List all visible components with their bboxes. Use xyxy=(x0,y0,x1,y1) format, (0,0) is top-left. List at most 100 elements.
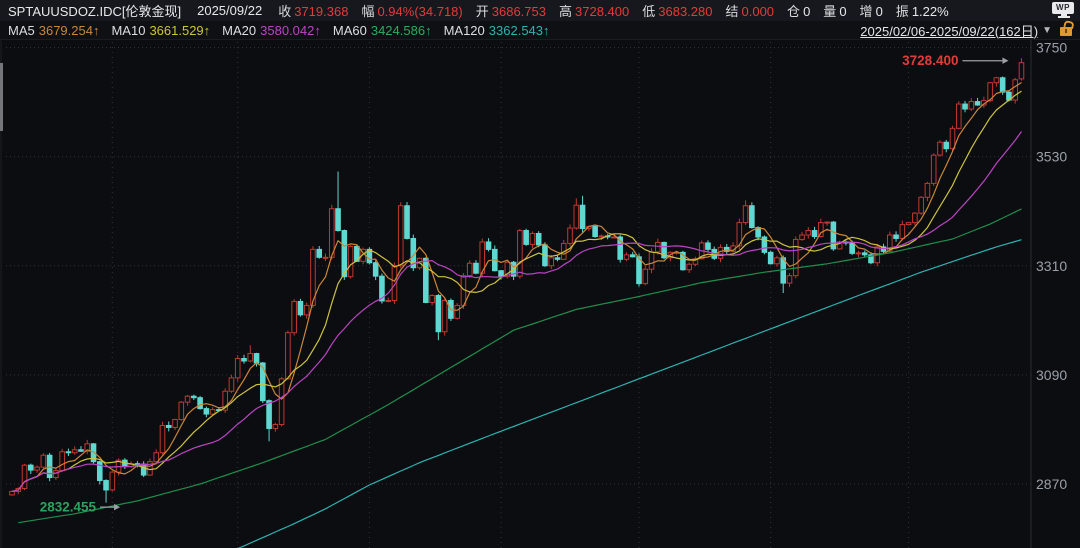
app-monitor-icon[interactable]: WP xyxy=(1052,2,1076,20)
ma-legend-items: MA5 3679.254↑ MA10 3661.529↑ MA20 3580.042↑ MA… xyxy=(8,23,562,38)
field-label: 仓 xyxy=(787,4,801,19)
ma-legend-MA10: MA10 3661.529↑ xyxy=(111,23,210,38)
candle xyxy=(278,378,285,425)
candle xyxy=(623,254,630,260)
candle xyxy=(999,77,1006,93)
candle xyxy=(567,227,573,244)
candle xyxy=(749,205,755,229)
candle xyxy=(792,238,799,277)
up-arrow-icon: ↑ xyxy=(314,22,321,38)
app-monitor-icon-label: WP xyxy=(1052,2,1074,14)
quote-field-振: 振 1.22% xyxy=(896,4,949,19)
quote-field-幅: 幅 0.94%(34.718) xyxy=(361,4,462,19)
ma-legend-MA20: MA20 3580.042↑ xyxy=(222,23,321,38)
candle xyxy=(661,241,667,259)
candle xyxy=(579,204,586,230)
unlock-icon[interactable] xyxy=(1060,26,1072,36)
field-value: 0 xyxy=(875,4,883,19)
candle xyxy=(203,408,210,415)
y-axis-tick-label: 3090 xyxy=(1036,367,1067,383)
candle xyxy=(372,262,379,277)
candle xyxy=(253,353,260,364)
candle xyxy=(535,233,542,246)
candle xyxy=(987,82,993,102)
candle xyxy=(222,390,228,411)
monitor-stand xyxy=(1061,14,1067,16)
candle xyxy=(974,101,981,106)
candle xyxy=(554,257,561,260)
candle xyxy=(391,265,398,301)
candle xyxy=(272,423,279,429)
candle xyxy=(209,409,216,415)
candle xyxy=(159,424,166,454)
ma-label: MA60 xyxy=(332,22,367,38)
candle xyxy=(629,254,636,258)
quote-header-bar: SPTAUUSDOZ.IDC[伦敦金现] 2025/09/22 收 3719.36… xyxy=(0,0,1080,21)
candle xyxy=(165,424,172,428)
quote-field-高: 高 3728.400 xyxy=(559,4,629,19)
candle xyxy=(285,332,291,380)
candle xyxy=(955,103,962,129)
date-range-control[interactable]: 2025/02/06-2025/09/22(162日) ▼ xyxy=(860,21,1074,40)
date-range-label[interactable]: 2025/02/06-2025/09/22(162日) xyxy=(860,23,1039,39)
candle xyxy=(799,234,805,240)
ma-legend-MA5: MA5 3679.254↑ xyxy=(8,23,99,38)
candle xyxy=(260,362,266,402)
y-axis-tick-label: 2870 xyxy=(1036,476,1067,492)
candlestick-chart-area[interactable]: 3750 3530 3310 3090 2870 3728.400 2832.455 xyxy=(0,40,1080,548)
candle xyxy=(887,234,893,252)
chevron-down-icon[interactable]: ▼ xyxy=(1042,24,1052,36)
candle xyxy=(680,251,686,271)
candle xyxy=(454,304,460,319)
candle xyxy=(868,254,874,264)
candle xyxy=(498,270,504,278)
candle xyxy=(918,196,924,214)
candle xyxy=(109,471,116,491)
ma-legend-MA60: MA60 3424.586↑ xyxy=(333,23,432,38)
field-value: 0.000 xyxy=(741,4,775,19)
field-value: 3686.753 xyxy=(491,4,546,19)
ma-legend-bar: MA5 3679.254↑ MA10 3661.529↑ MA20 3580.042↑ MA… xyxy=(0,21,1080,40)
candle xyxy=(636,256,642,285)
up-arrow-icon: ↑ xyxy=(203,22,211,38)
candle xyxy=(573,204,580,229)
candle xyxy=(78,449,84,452)
candle xyxy=(404,205,410,239)
candle xyxy=(96,461,103,482)
monitor-base xyxy=(1058,16,1070,18)
candle xyxy=(692,258,699,265)
field-label: 收 xyxy=(278,4,292,19)
ma-value: 3362.543 xyxy=(488,22,544,38)
candle xyxy=(912,212,918,224)
candle xyxy=(962,103,968,110)
candle xyxy=(523,230,529,245)
y-axis-tick-label: 3530 xyxy=(1036,149,1067,165)
candlestick-chart-canvas[interactable]: 3750 3530 3310 3090 2870 3728.400 2832.455 xyxy=(0,40,1080,548)
candle xyxy=(598,235,605,238)
candle xyxy=(824,221,830,224)
candle xyxy=(805,230,812,236)
candle xyxy=(592,226,598,237)
left-scrollbar-thumb[interactable] xyxy=(0,63,3,131)
quote-field-低: 低 3683.280 xyxy=(642,4,712,19)
candle xyxy=(830,221,837,250)
candle xyxy=(924,182,931,198)
candle xyxy=(90,443,97,463)
candle xyxy=(905,222,912,226)
candle xyxy=(429,295,435,303)
candle xyxy=(40,454,47,468)
field-value: 0.94%(34.718) xyxy=(377,4,463,19)
candle xyxy=(46,454,53,479)
ma-line-MA10 xyxy=(11,90,1022,492)
up-arrow-icon: ↑ xyxy=(92,22,100,38)
field-value: 0 xyxy=(803,4,811,19)
candle xyxy=(241,358,247,362)
quote-date: 2025/09/22 xyxy=(197,3,263,18)
candle xyxy=(291,300,297,334)
field-value: 3728.400 xyxy=(575,4,630,19)
candle xyxy=(28,464,34,471)
candle xyxy=(322,256,329,259)
candle xyxy=(266,400,272,429)
ma-value: 3580.042 xyxy=(260,22,315,38)
